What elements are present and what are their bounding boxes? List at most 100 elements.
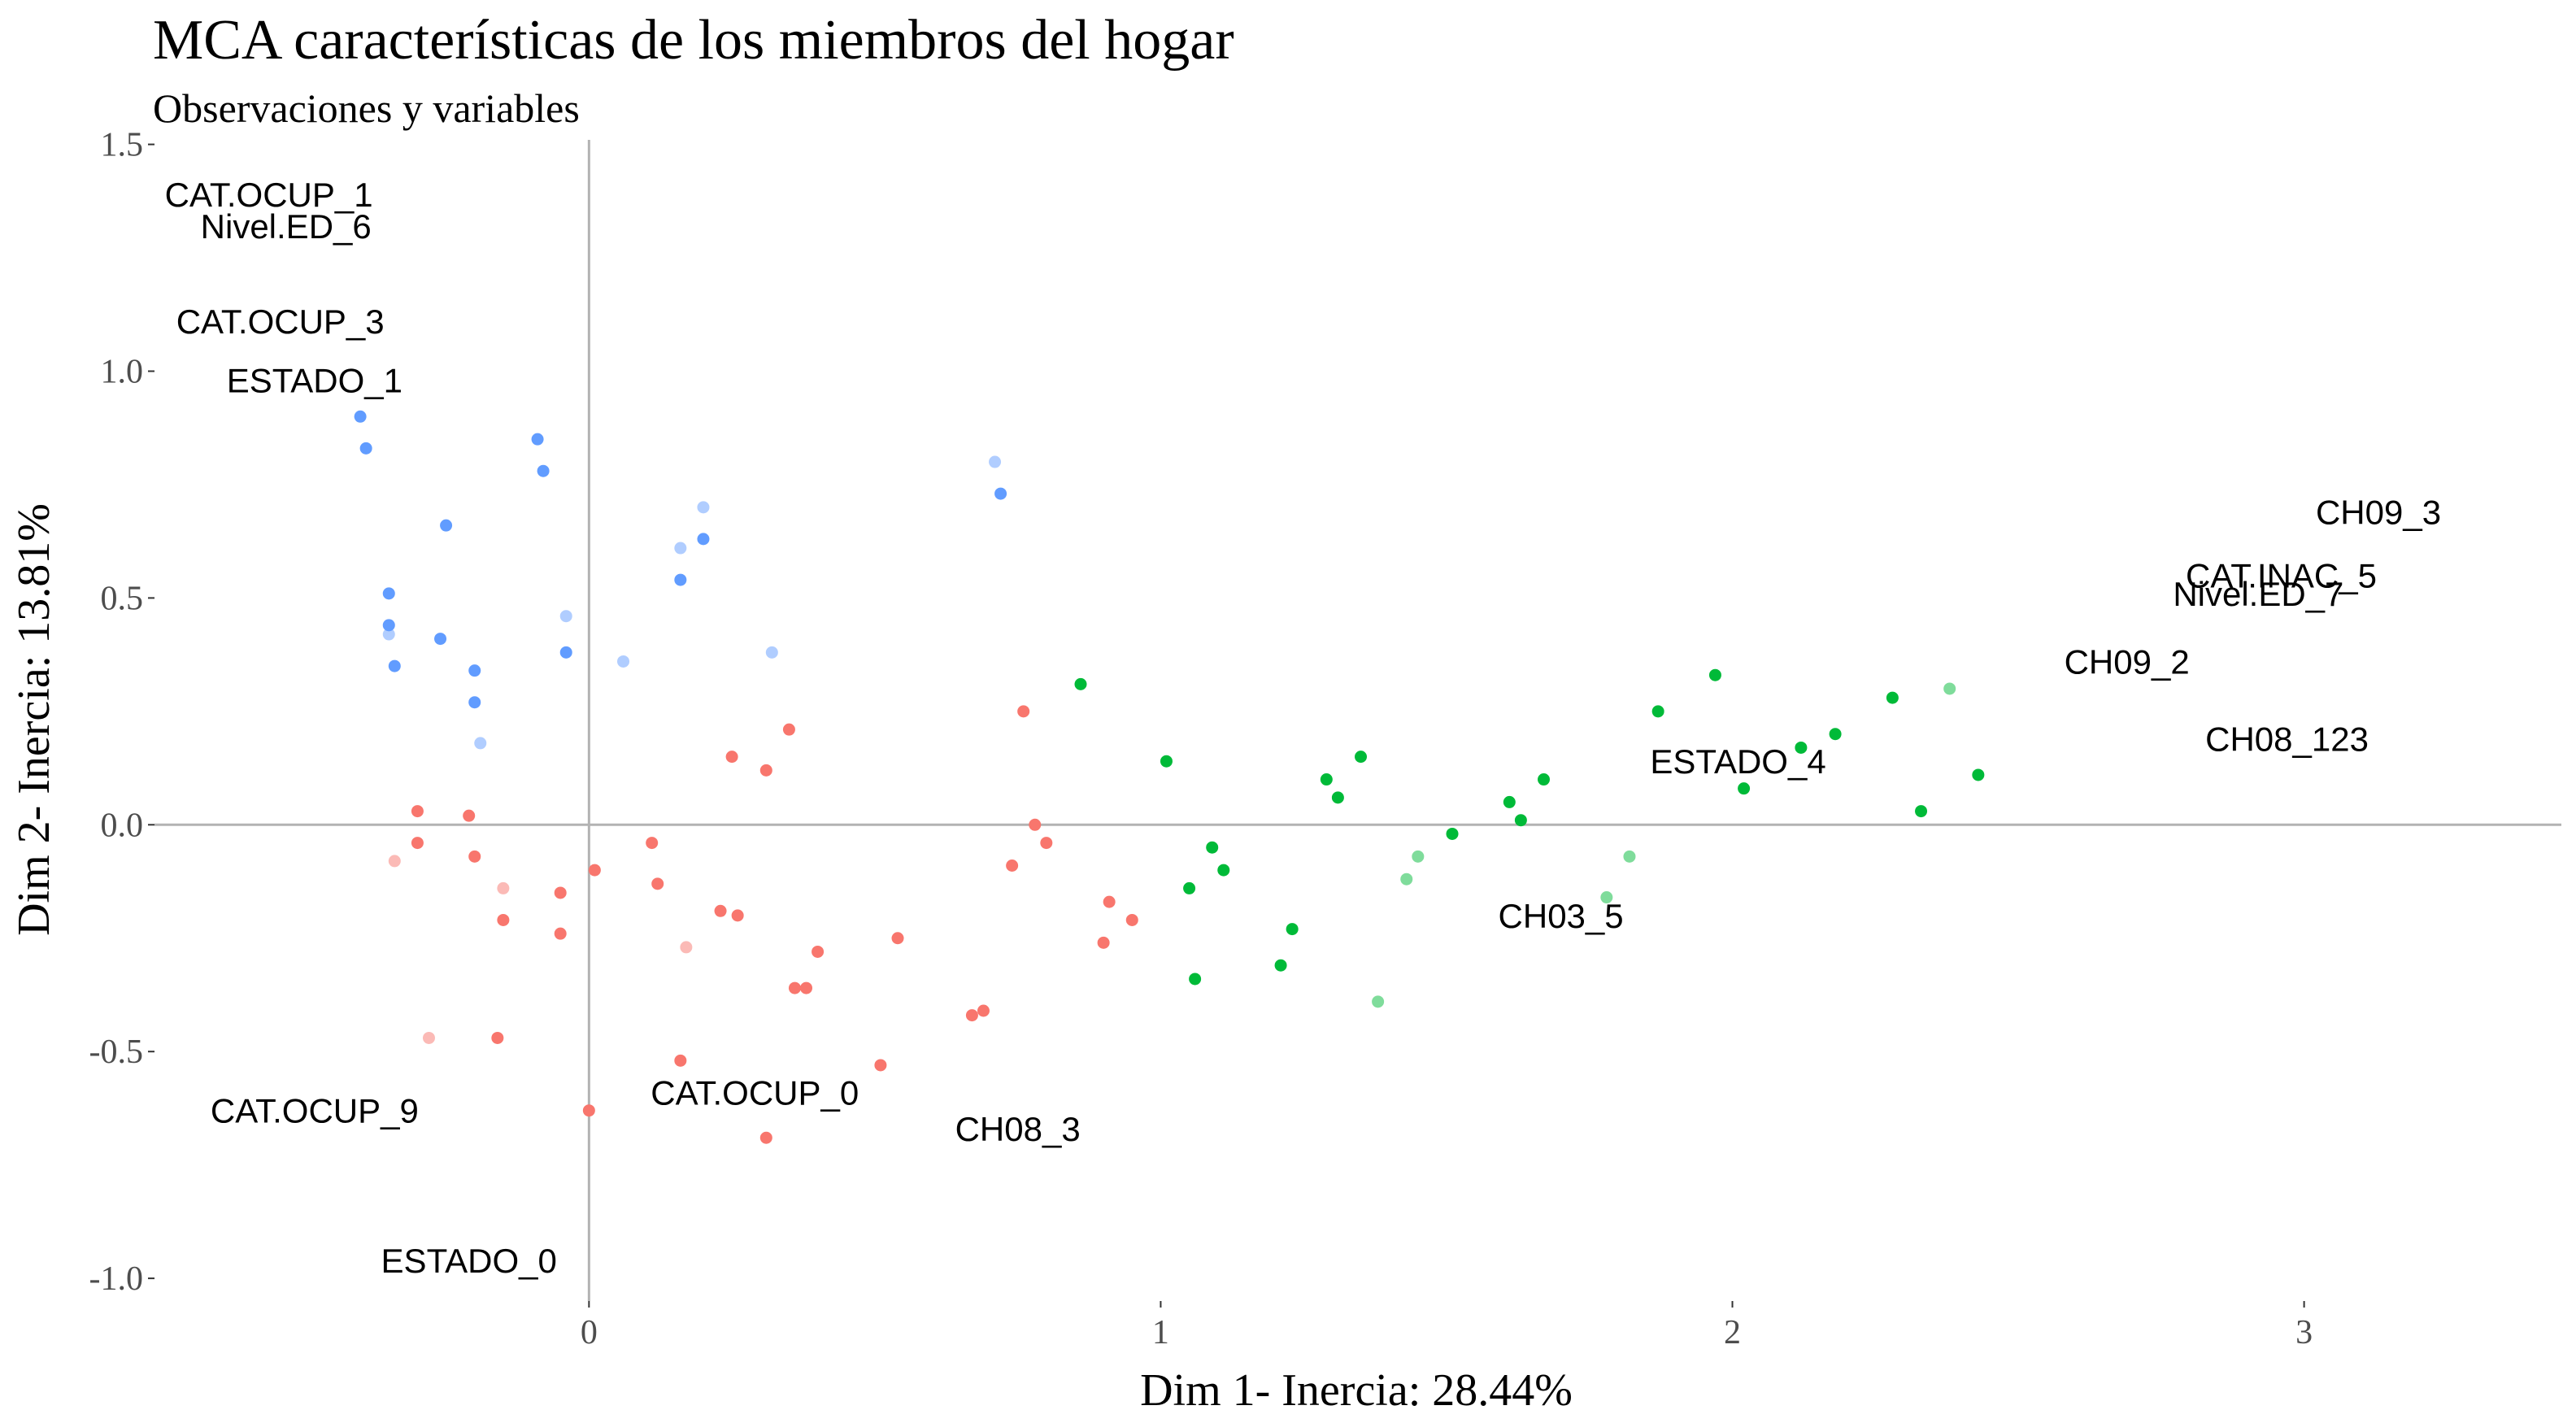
variable-label: CH09_3 [2316,493,2441,531]
data-point [1829,728,1842,741]
data-point [382,587,395,600]
data-point [617,655,630,668]
data-point [474,737,487,750]
data-point [714,904,727,917]
data-point [463,809,476,822]
data-point [1623,850,1636,863]
data-point [1400,873,1413,886]
data-point [468,664,481,677]
data-point [697,533,710,546]
y-tick-label: 0.5 [101,580,144,617]
data-point [965,1009,978,1022]
data-point [497,881,510,894]
data-point [1372,995,1385,1008]
x-tick-label: 0 [581,1314,598,1351]
data-point [782,723,795,736]
data-point [674,1054,687,1067]
data-point [411,837,424,850]
data-point [788,981,801,994]
data-point [588,864,601,877]
data-point [491,1031,504,1044]
data-point [411,805,424,818]
data-point [468,850,481,863]
y-tick-label: -1.0 [89,1260,144,1298]
variable-label: Nivel.ED_6 [201,207,372,246]
data-point [434,633,447,646]
data-point [1125,913,1138,926]
data-point [1538,773,1551,786]
data-point [559,646,572,659]
data-point [674,573,687,586]
variable-label: CAT.OCUP_3 [176,302,385,341]
y-tick-label: 1.0 [101,353,144,390]
data-point [1206,841,1219,854]
data-point [1738,782,1751,795]
data-point [1320,773,1333,786]
data-point [554,927,567,940]
data-point [388,659,401,672]
data-point [1503,795,1516,808]
data-point [1217,864,1230,877]
y-tick-label: 1.5 [101,127,144,164]
data-point [800,981,813,994]
data-point [725,751,738,764]
chart-subtitle: Observaciones y variables [153,85,580,131]
data-point [765,646,778,659]
data-point [759,1131,772,1144]
data-point [1103,895,1116,908]
variable-label: CH08_3 [955,1110,1081,1148]
data-point [1886,691,1899,704]
data-point [1006,859,1019,872]
data-point [891,932,904,945]
data-point [1446,827,1459,840]
data-point [537,464,550,477]
y-tick-label: 0.0 [101,807,144,844]
data-point [1412,850,1425,863]
variable-label: CAT.OCUP_9 [211,1092,419,1130]
data-point [1708,668,1721,681]
data-point [1074,677,1087,690]
data-point [1017,705,1030,718]
data-point [468,696,481,709]
data-point [1331,791,1344,804]
data-point [1943,682,1956,695]
data-point [359,442,372,455]
variable-label: CH09_2 [2065,642,2190,681]
data-point [1160,755,1173,768]
y-axis-title: Dim 2- Inercia: 13.81% [9,503,59,936]
plot-area: 1.51.00.50.0-0.5-1.00 1 2 3CAT.OCUP_1Nivel.… [89,127,2561,1351]
data-point [874,1059,887,1072]
data-point [440,519,453,532]
x-tick-label: 3 [2295,1314,2313,1351]
data-point [1355,751,1368,764]
data-point [989,455,1002,468]
variable-label: CAT.OCUP_1 [165,176,373,214]
x-axis-title: Dim 1- Inercia: 28.44% [1140,1365,1573,1416]
data-point [354,410,367,423]
variable-label: ESTADO_4 [1650,742,1825,781]
data-point [422,1031,435,1044]
data-point [731,909,744,922]
data-point [1795,741,1808,754]
variable-label: CH08_123 [2205,720,2369,758]
data-point [1972,768,1985,781]
variable-label: CAT.OCUP_0 [651,1073,859,1112]
data-point [1915,805,1928,818]
data-point [1097,936,1110,949]
y-tick-label: -0.5 [89,1034,144,1071]
data-point [1040,837,1053,850]
data-point [554,886,567,899]
data-point [582,1104,595,1117]
data-point [1286,923,1299,936]
variable-label: ESTADO_1 [227,362,402,400]
data-point [1514,814,1527,827]
variable-label: ESTADO_0 [381,1242,557,1280]
x-tick-label: 2 [1724,1314,1741,1351]
x-tick-label: 1 [1152,1314,1169,1351]
data-point [674,542,687,555]
data-point [651,877,664,890]
data-point [1274,959,1287,972]
variable-label: Nivel.ED_7 [2173,575,2343,613]
data-point [531,433,544,446]
